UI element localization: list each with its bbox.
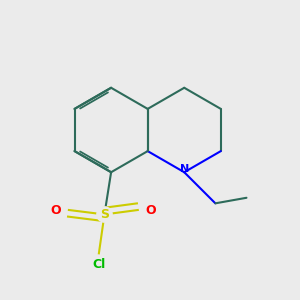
Text: S: S — [100, 208, 109, 221]
Text: O: O — [146, 203, 156, 217]
Text: Cl: Cl — [92, 258, 106, 271]
Text: N: N — [180, 164, 189, 174]
Text: O: O — [50, 203, 61, 217]
